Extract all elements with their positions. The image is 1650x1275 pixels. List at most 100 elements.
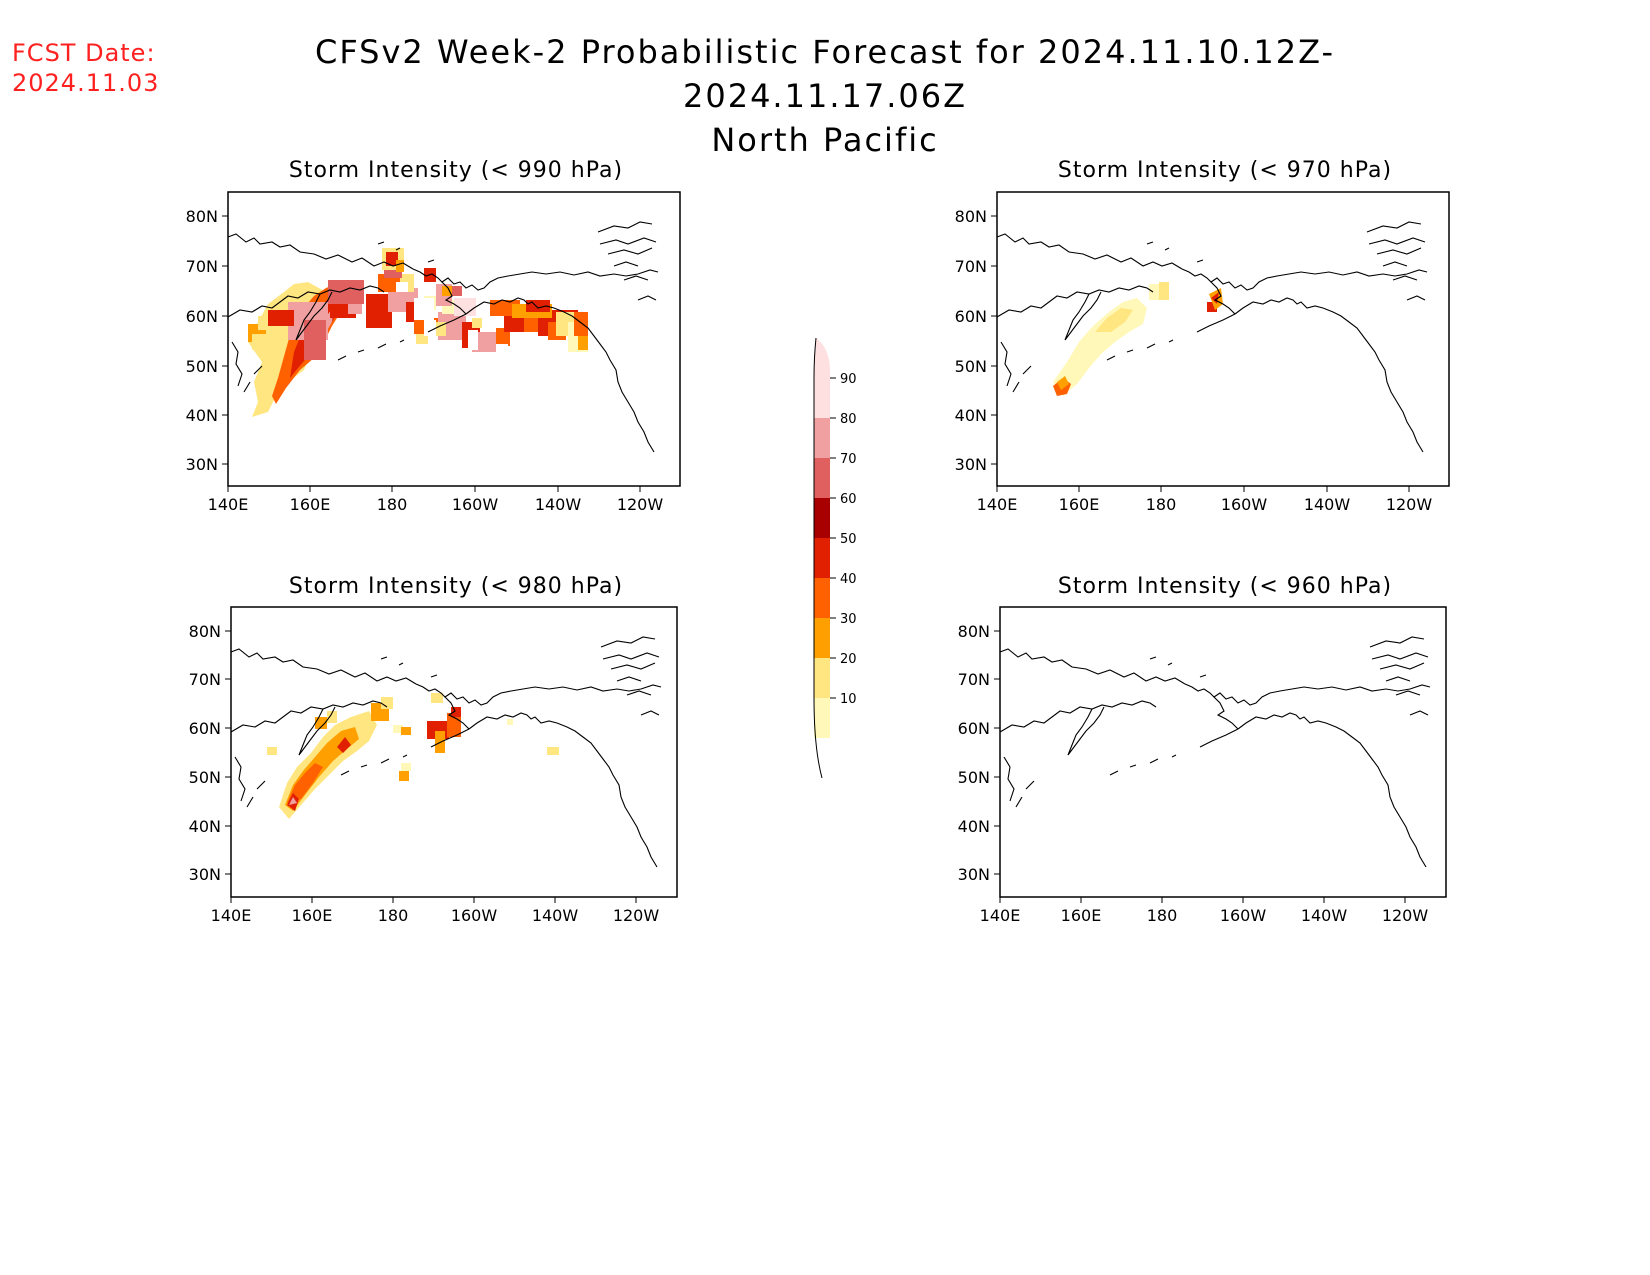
svg-text:160W: 160W (1220, 906, 1267, 925)
svg-text:180: 180 (1146, 495, 1177, 514)
svg-text:140W: 140W (1304, 495, 1351, 514)
panel-title: Storm Intensity (< 970 hPa) (1058, 158, 1392, 183)
forecast-date-caption: FCST Date: (12, 39, 156, 67)
colorbar-bottom-tail (813, 697, 823, 779)
colorbar-swatch (814, 658, 830, 698)
colorbar-label: 70 (840, 452, 857, 467)
svg-text:120W: 120W (613, 906, 660, 925)
svg-text:160E: 160E (292, 906, 333, 925)
svg-text:30N: 30N (186, 455, 218, 474)
figure-title: CFSv2 Week-2 Probabilistic Forecast for … (180, 30, 1470, 162)
svg-text:30N: 30N (189, 865, 221, 884)
lat-ticks (225, 630, 231, 875)
svg-text:70N: 70N (186, 257, 218, 276)
panel-980: Storm Intensity (< 980 hPa) (189, 574, 678, 925)
panel-990: Storm Intensity (< 990 hPa) (186, 158, 681, 514)
colorbar-swatch (814, 698, 830, 738)
svg-text:160E: 160E (290, 495, 331, 514)
svg-text:160W: 160W (451, 906, 498, 925)
svg-text:40N: 40N (958, 817, 990, 836)
colorbar-swatch (814, 618, 830, 658)
lon-ticks (996, 486, 1410, 492)
svg-text:140W: 140W (532, 906, 579, 925)
colorbar-label: 80 (840, 412, 857, 427)
svg-text:40N: 40N (955, 406, 987, 425)
colorbar-swatch (814, 498, 830, 538)
svg-text:40N: 40N (186, 406, 218, 425)
lat-ticks (994, 630, 1000, 875)
lat-labels: 80N 70N 60N 50N 40N 30N (958, 622, 990, 884)
colorbar-label: 10 (840, 692, 857, 707)
svg-text:140W: 140W (535, 495, 582, 514)
lat-ticks (222, 215, 228, 465)
colorbar-label: 90 (840, 372, 857, 387)
svg-text:80N: 80N (186, 207, 218, 226)
svg-text:140E: 140E (208, 495, 249, 514)
forecast-date-value: 2024.11.03 (12, 69, 160, 97)
colorbar-top-tip (814, 338, 830, 378)
svg-text:60N: 60N (958, 719, 990, 738)
svg-text:160W: 160W (452, 495, 499, 514)
lon-ticks (227, 486, 641, 492)
forecast-date-label: FCST Date: 2024.11.03 (12, 38, 159, 98)
svg-text:160E: 160E (1059, 495, 1100, 514)
svg-text:50N: 50N (958, 768, 990, 787)
svg-text:180: 180 (377, 495, 408, 514)
svg-text:30N: 30N (955, 455, 987, 474)
panel-title: Storm Intensity (< 960 hPa) (1058, 574, 1392, 599)
panel-960: Storm Intensity (< 960 hPa) 80N 70N 60N … (958, 574, 1447, 925)
colorbar-swatch (814, 578, 830, 618)
svg-text:60N: 60N (955, 307, 987, 326)
colorbar-swatch (814, 458, 830, 498)
svg-text:50N: 50N (186, 357, 218, 376)
svg-text:160E: 160E (1061, 906, 1102, 925)
title-line-1: CFSv2 Week-2 Probabilistic Forecast for … (314, 33, 1336, 115)
svg-text:30N: 30N (958, 865, 990, 884)
probability-shading (267, 693, 559, 819)
lon-labels: 140E 160E 180 160W 140W 120W (980, 906, 1429, 925)
svg-text:140E: 140E (977, 495, 1018, 514)
svg-text:140W: 140W (1301, 906, 1348, 925)
svg-text:70N: 70N (189, 670, 221, 689)
colorbar-swatch (814, 418, 830, 458)
svg-text:50N: 50N (189, 768, 221, 787)
svg-text:140E: 140E (980, 906, 1021, 925)
colorbar-label: 20 (840, 652, 857, 667)
svg-text:160W: 160W (1221, 495, 1268, 514)
svg-text:70N: 70N (958, 670, 990, 689)
colorbar-label: 50 (840, 532, 857, 547)
svg-text:80N: 80N (958, 622, 990, 641)
lat-ticks (991, 215, 997, 465)
lon-ticks (999, 897, 1406, 903)
lon-labels: 140E 160E 180 160W 140W 120W (977, 495, 1433, 514)
panel-970: Storm Intensity (< 970 hPa) (955, 158, 1450, 514)
colorbar-label: 40 (840, 572, 857, 587)
panel-title: Storm Intensity (< 980 hPa) (289, 574, 623, 599)
svg-text:70N: 70N (955, 257, 987, 276)
svg-text:60N: 60N (189, 719, 221, 738)
svg-text:120W: 120W (617, 495, 664, 514)
svg-text:180: 180 (1147, 906, 1178, 925)
colorbar-swatch (814, 378, 830, 418)
lon-ticks (230, 897, 637, 903)
lon-labels: 140E 160E 180 160W 140W 120W (211, 906, 660, 925)
lon-labels: 140E 160E 180 160W 140W 120W (208, 495, 664, 514)
colorbar: 10 20 30 40 50 60 70 80 90 (813, 337, 857, 779)
svg-text:60N: 60N (186, 307, 218, 326)
colorbar-label: 60 (840, 492, 857, 507)
svg-text:50N: 50N (955, 357, 987, 376)
svg-text:180: 180 (378, 906, 409, 925)
svg-text:40N: 40N (189, 817, 221, 836)
lat-labels: 80N 70N 60N 50N 40N 30N (186, 207, 218, 474)
lat-labels: 80N 70N 60N 50N 40N 30N (189, 622, 221, 884)
svg-text:120W: 120W (1386, 495, 1433, 514)
colorbar-edge (813, 337, 817, 698)
colorbar-label: 30 (840, 612, 857, 627)
probability-shading (248, 248, 588, 417)
svg-text:80N: 80N (955, 207, 987, 226)
svg-text:120W: 120W (1382, 906, 1429, 925)
colorbar-swatch (814, 538, 830, 578)
svg-text:80N: 80N (189, 622, 221, 641)
lat-labels: 80N 70N 60N 50N 40N 30N (955, 207, 987, 474)
